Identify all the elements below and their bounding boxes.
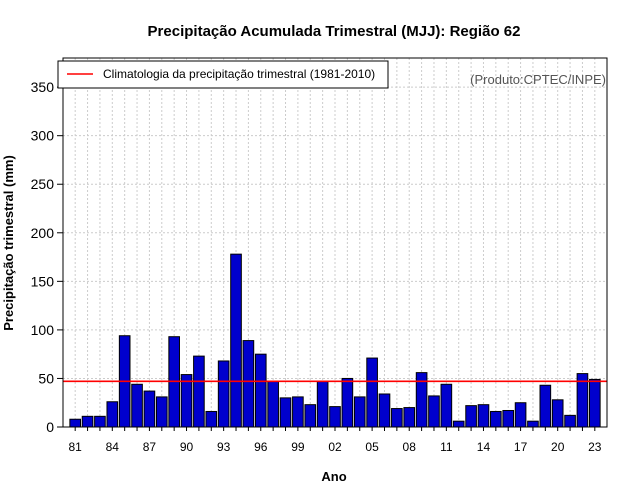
bar-2002 [329, 406, 341, 428]
bar-2017 [514, 402, 527, 428]
x-tick-label: 81 [69, 440, 83, 454]
bar-2000 [304, 404, 317, 428]
x-axis: 81 84 87 90 93 96 99 02 05 08 11 14 17 20 23 [69, 427, 602, 454]
bar-2019 [539, 384, 552, 428]
legend-label: Climatologia da precipitação trimestral … [103, 67, 375, 81]
bar-1996 [254, 353, 267, 428]
bar-2014 [477, 404, 490, 428]
grid-lines [63, 58, 607, 427]
bar-2018 [527, 420, 539, 428]
x-tick-label: 17 [514, 440, 528, 454]
bar-2001 [316, 380, 329, 428]
x-tick-label: 23 [588, 440, 602, 454]
x-tick-label: 08 [403, 440, 417, 454]
bar-2005 [366, 357, 378, 428]
y-tick-label: 200 [31, 225, 55, 241]
x-tick-label: 11 [440, 440, 453, 454]
bar-1988 [155, 396, 168, 428]
x-tick-label: 84 [106, 440, 120, 454]
y-axis-label: Precipitação trimestral (mm) [1, 155, 16, 331]
x-axis-label: Ano [321, 469, 346, 484]
y-tick-label: 150 [31, 273, 55, 289]
bar-1983 [94, 415, 106, 428]
bar-1982 [81, 415, 94, 428]
bar-1998 [279, 397, 292, 428]
bar-1992 [205, 410, 218, 428]
bar-1986 [131, 383, 143, 428]
x-tick-label: 05 [365, 440, 379, 454]
bar-2016 [502, 409, 515, 428]
bar-2011 [440, 383, 453, 428]
y-axis: 0 50 100 150 200 250 300 350 [31, 79, 63, 435]
x-tick-label: 90 [180, 440, 194, 454]
bar-2004 [353, 396, 366, 428]
bar-2008 [403, 407, 416, 428]
y-tick-label: 0 [46, 419, 54, 435]
bar-2007 [391, 408, 403, 428]
bar-1993 [217, 360, 230, 428]
bar-2006 [378, 393, 391, 428]
x-tick-label: 87 [143, 440, 157, 454]
x-tick-label: 96 [254, 440, 268, 454]
y-tick-label: 350 [31, 79, 55, 95]
y-tick-label: 100 [31, 322, 55, 338]
bar-1997 [267, 380, 279, 428]
bar-1984 [106, 401, 119, 428]
bar-2010 [428, 395, 440, 428]
bar-1995 [242, 340, 255, 428]
bar-2012 [452, 420, 465, 428]
bar-1990 [180, 374, 193, 428]
bar-2021 [564, 414, 576, 428]
bar-2023 [588, 378, 601, 428]
bar-1994 [230, 253, 242, 428]
bar-1981 [69, 418, 82, 428]
x-tick-label: 14 [477, 440, 491, 454]
bar-1987 [143, 390, 156, 428]
source-note: (Produto:CPTEC/INPE) [470, 72, 606, 87]
y-tick-label: 50 [38, 370, 54, 386]
bars [69, 253, 601, 428]
bar-2020 [551, 399, 564, 428]
legend-box [57, 60, 389, 89]
y-tick-label: 250 [31, 176, 55, 192]
y-tick-label: 300 [31, 128, 55, 144]
x-tick-label: 20 [551, 440, 565, 454]
legend: Climatologia da precipitação trimestral … [57, 60, 389, 89]
bar-1991 [193, 355, 205, 428]
bar-2013 [465, 405, 477, 428]
x-tick-label: 93 [217, 440, 231, 454]
bar-1999 [292, 396, 304, 428]
bar-2015 [490, 410, 502, 428]
x-tick-label: 99 [291, 440, 305, 454]
bar-2003 [341, 377, 354, 428]
x-tick-label: 02 [328, 440, 342, 454]
chart-title: Precipitação Acumulada Trimestral (MJJ):… [148, 23, 521, 40]
